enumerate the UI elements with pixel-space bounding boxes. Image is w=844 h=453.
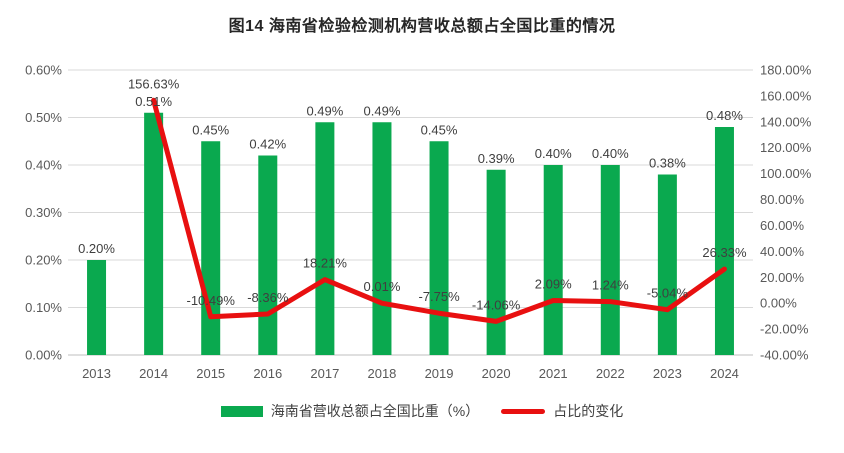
x-axis-label: 2018 bbox=[367, 366, 396, 381]
bar-2024 bbox=[714, 127, 734, 355]
line-data-label: 2.09% bbox=[535, 276, 572, 291]
left-axis-tick-label: 0.20% bbox=[25, 253, 62, 268]
bar-data-label: 0.51% bbox=[135, 94, 172, 109]
bar-2017 bbox=[315, 122, 335, 355]
line-data-label: 1.24% bbox=[592, 278, 629, 293]
line-series-label: 占比的变化 bbox=[553, 403, 624, 419]
line-data-label: 18.21% bbox=[303, 256, 348, 271]
right-axis-tick-label: 20.00% bbox=[760, 270, 805, 285]
right-axis-tick-label: 100.00% bbox=[760, 166, 812, 181]
legend-item-bar-series: 海南省营收总额占全国比重（%） bbox=[220, 401, 480, 421]
bar-data-label: 0.42% bbox=[249, 137, 286, 152]
bar-2019 bbox=[429, 141, 449, 355]
left-axis-tick-label: 0.40% bbox=[25, 158, 62, 173]
bar-2022 bbox=[600, 165, 620, 355]
bar-2016 bbox=[258, 155, 278, 355]
bar-2013 bbox=[87, 260, 107, 355]
bar-2023 bbox=[657, 174, 677, 355]
right-axis-tick-label: 40.00% bbox=[760, 244, 805, 259]
bar-2014 bbox=[144, 112, 164, 355]
bar-2018 bbox=[372, 122, 392, 355]
x-axis-label: 2017 bbox=[310, 366, 339, 381]
bar-series-swatch bbox=[220, 405, 263, 417]
bar-data-label: 0.39% bbox=[478, 151, 515, 166]
right-axis-tick-label: -40.00% bbox=[760, 348, 809, 363]
bar-data-label: 0.38% bbox=[649, 156, 686, 171]
x-axis-label: 2021 bbox=[539, 366, 568, 381]
bar-data-label: 0.45% bbox=[192, 122, 229, 137]
x-axis-label: 2024 bbox=[710, 366, 739, 381]
x-axis-label: 2023 bbox=[653, 366, 682, 381]
left-axis-tick-label: 0.10% bbox=[25, 300, 62, 315]
bar-series-label: 海南省营收总额占全国比重（%） bbox=[270, 403, 480, 419]
right-axis-tick-label: 60.00% bbox=[760, 218, 805, 233]
bar-data-label: 0.49% bbox=[364, 103, 401, 118]
legend-item-line-series: 占比的变化 bbox=[501, 401, 623, 421]
bar-data-label: 0.49% bbox=[306, 103, 343, 118]
x-axis-label: 2014 bbox=[139, 366, 168, 381]
line-data-label: -14.06% bbox=[472, 297, 521, 312]
x-axis-label: 2013 bbox=[82, 366, 111, 381]
left-axis-tick-label: 0.30% bbox=[25, 205, 62, 220]
bar-2020 bbox=[486, 169, 506, 355]
line-data-label: 26.33% bbox=[702, 245, 747, 260]
right-axis-tick-label: 160.00% bbox=[760, 88, 812, 103]
line-data-label: -8.36% bbox=[247, 290, 289, 305]
x-axis-label: 2015 bbox=[196, 366, 225, 381]
left-axis-tick-label: 0.60% bbox=[25, 63, 62, 78]
line-data-label: -5.04% bbox=[647, 286, 689, 301]
line-series-path bbox=[151, 97, 727, 324]
line-data-label: 156.63% bbox=[128, 76, 180, 91]
legend: 海南省营收总额占全国比重（%） 占比的变化 bbox=[0, 401, 844, 421]
right-axis-tick-label: 0.00% bbox=[760, 296, 797, 311]
x-axis-label: 2016 bbox=[253, 366, 282, 381]
x-axis-label: 2019 bbox=[425, 366, 454, 381]
bar-data-label: 0.48% bbox=[706, 108, 743, 123]
line-data-label: -7.75% bbox=[418, 289, 460, 304]
bar-2015 bbox=[201, 141, 221, 355]
right-axis-tick-label: -20.00% bbox=[760, 322, 809, 337]
bar-data-label: 0.40% bbox=[535, 146, 572, 161]
right-axis-tick-label: 140.00% bbox=[760, 114, 812, 129]
x-axis-label: 2022 bbox=[596, 366, 625, 381]
bar-2021 bbox=[543, 165, 563, 355]
bar-data-label: 0.45% bbox=[421, 122, 458, 137]
left-axis-tick-label: 0.50% bbox=[25, 110, 62, 125]
bar-data-label: 0.20% bbox=[78, 241, 115, 256]
right-axis-tick-label: 80.00% bbox=[760, 192, 805, 207]
bar-data-label: 0.40% bbox=[592, 146, 629, 161]
left-axis-tick-label: 0.00% bbox=[25, 348, 62, 363]
x-axis-label: 2020 bbox=[482, 366, 511, 381]
line-data-label: 0.01% bbox=[364, 279, 401, 294]
right-axis-tick-label: 180.00% bbox=[760, 63, 812, 78]
chart-title: 图14 海南省检验检测机构营收总额占全国比重的情况 bbox=[228, 18, 616, 35]
line-data-label: -10.49% bbox=[186, 293, 235, 308]
line-series-swatch bbox=[501, 408, 546, 414]
right-axis-tick-label: 120.00% bbox=[760, 140, 812, 155]
